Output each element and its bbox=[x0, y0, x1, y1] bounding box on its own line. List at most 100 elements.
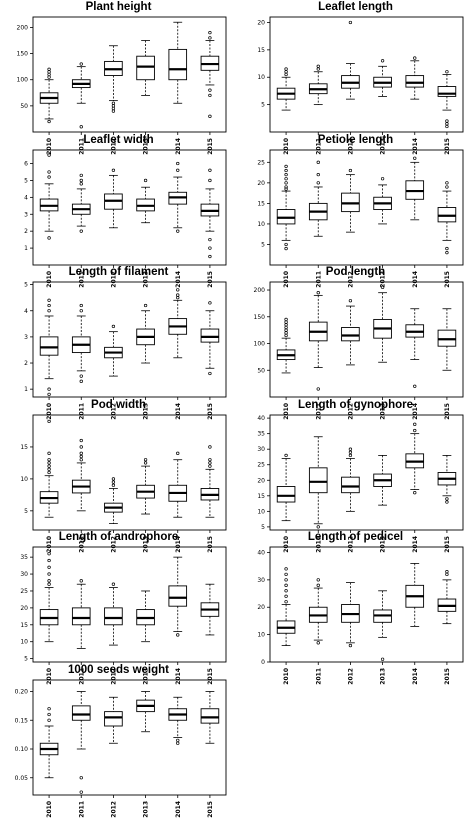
box-2015 bbox=[437, 569, 457, 625]
box-2015 bbox=[437, 454, 457, 504]
outlier-point bbox=[47, 174, 51, 179]
x-tick-label: 2012 bbox=[347, 271, 354, 288]
outlier-point bbox=[176, 161, 180, 165]
outlier-point bbox=[79, 181, 83, 185]
y-tick-label: 40 bbox=[257, 549, 265, 556]
plot-frame bbox=[269, 546, 464, 663]
box-iqr bbox=[276, 485, 296, 502]
outlier-point bbox=[47, 558, 51, 563]
y-tick-label: 0 bbox=[261, 659, 265, 666]
y-tick-label: 5 bbox=[261, 523, 265, 530]
x-tick-label: 2010 bbox=[46, 138, 53, 155]
outlier-point bbox=[316, 67, 320, 71]
chart-panel: Pod width 5 10 15 2010 2011 2012 2013 2014 2015 bbox=[0, 398, 237, 558]
box-2010 bbox=[276, 67, 296, 111]
box-2013 bbox=[373, 590, 392, 661]
box-2012 bbox=[104, 45, 123, 113]
chart-panel: Pod length 50 100 150 200 2010 2011 2012 2013 201… bbox=[237, 265, 474, 425]
y-tick-label: 50 bbox=[20, 103, 28, 110]
outlier-point bbox=[111, 582, 116, 586]
box-2011 bbox=[308, 160, 328, 237]
box-2014 bbox=[405, 56, 425, 100]
chart-svg: 0.05 0.10 0.15 0.20 2010 2011 2012 2013 2014 2015 bbox=[15, 679, 227, 818]
x-tick-label: 2010 bbox=[283, 536, 290, 553]
x-tick-label: 2011 bbox=[315, 668, 322, 685]
x-tick-label: 2013 bbox=[143, 801, 150, 818]
outlier-point bbox=[79, 454, 83, 458]
box-2010 bbox=[276, 317, 296, 374]
chart-title: Plant height bbox=[85, 1, 152, 13]
outlier-point bbox=[284, 567, 288, 571]
outlier-point bbox=[47, 706, 51, 710]
x-tick-label: 2013 bbox=[380, 668, 387, 685]
outlier-point bbox=[143, 303, 148, 308]
plot-frame bbox=[269, 281, 464, 398]
chart-svg: 5 10 15 20 2010 2011 2012 2013 2014 2015 bbox=[257, 16, 464, 155]
box-2012 bbox=[341, 447, 360, 512]
outlier-point bbox=[284, 180, 288, 185]
outlier-point bbox=[47, 457, 51, 461]
outlier-point bbox=[284, 168, 288, 172]
outlier-point bbox=[47, 309, 51, 313]
outlier-point bbox=[208, 36, 212, 40]
x-tick-label: 2012 bbox=[347, 536, 354, 553]
box-2015 bbox=[200, 583, 220, 636]
box-2011 bbox=[308, 291, 328, 391]
x-tick-label: 2014 bbox=[175, 668, 182, 685]
outlier-point bbox=[348, 447, 353, 451]
box-2014 bbox=[168, 21, 188, 104]
outlier-point bbox=[208, 460, 212, 465]
outlier-point bbox=[208, 245, 212, 250]
box-2013 bbox=[373, 176, 392, 224]
x-tick-label: 2014 bbox=[412, 271, 419, 288]
x-tick-label: 2011 bbox=[315, 138, 322, 155]
outlier-point bbox=[79, 62, 83, 66]
outlier-point bbox=[47, 392, 51, 397]
outlier-point bbox=[79, 125, 83, 129]
outlier-point bbox=[208, 254, 212, 258]
outlier-point bbox=[445, 572, 449, 577]
y-tick-label: 200 bbox=[17, 24, 29, 31]
chart-panel: Plant height 50 100 150 200 2010 2011 2012 2013 2… bbox=[0, 0, 237, 160]
outlier-point bbox=[111, 483, 116, 487]
x-tick-label: 2011 bbox=[315, 536, 322, 553]
y-tick-label: 10 bbox=[20, 475, 28, 482]
outlier-point bbox=[413, 56, 417, 60]
chart-title: 1000 seeds weight bbox=[68, 663, 169, 676]
y-tick-label: 25 bbox=[20, 588, 28, 595]
y-tick-label: 5 bbox=[261, 241, 265, 248]
outlier-point bbox=[284, 320, 288, 324]
y-tick-label: 2 bbox=[24, 360, 28, 367]
box-2013 bbox=[136, 178, 155, 223]
box-2014 bbox=[168, 556, 188, 637]
outlier-point bbox=[47, 470, 51, 474]
outlier-point bbox=[176, 288, 180, 292]
box-2014 bbox=[405, 422, 425, 494]
outlier-point bbox=[176, 741, 180, 745]
x-tick-label: 2015 bbox=[444, 403, 451, 420]
outlier-point bbox=[176, 633, 180, 637]
outlier-point bbox=[284, 578, 288, 582]
box-iqr bbox=[168, 585, 188, 607]
y-tick-label: 100 bbox=[17, 77, 29, 84]
y-tick-label: 15 bbox=[257, 200, 265, 207]
outlier-point bbox=[47, 67, 51, 71]
outlier-point bbox=[208, 93, 212, 98]
outlier-point bbox=[284, 325, 288, 330]
box-2012 bbox=[104, 168, 123, 228]
outlier-point bbox=[284, 246, 288, 250]
outlier-point bbox=[176, 296, 180, 300]
x-tick-label: 2013 bbox=[380, 271, 387, 288]
y-tick-label: 6 bbox=[24, 160, 28, 167]
outlier-point bbox=[284, 67, 288, 71]
outlier-point bbox=[176, 168, 180, 172]
x-tick-label: 2012 bbox=[347, 668, 354, 685]
outlier-point bbox=[47, 169, 51, 174]
outlier-point bbox=[316, 64, 320, 68]
outlier-point bbox=[284, 600, 288, 604]
outlier-point bbox=[79, 444, 83, 449]
outlier-point bbox=[176, 738, 180, 742]
box-iqr bbox=[308, 466, 328, 493]
box-2013 bbox=[136, 690, 155, 732]
y-tick-label: 25 bbox=[257, 159, 265, 166]
